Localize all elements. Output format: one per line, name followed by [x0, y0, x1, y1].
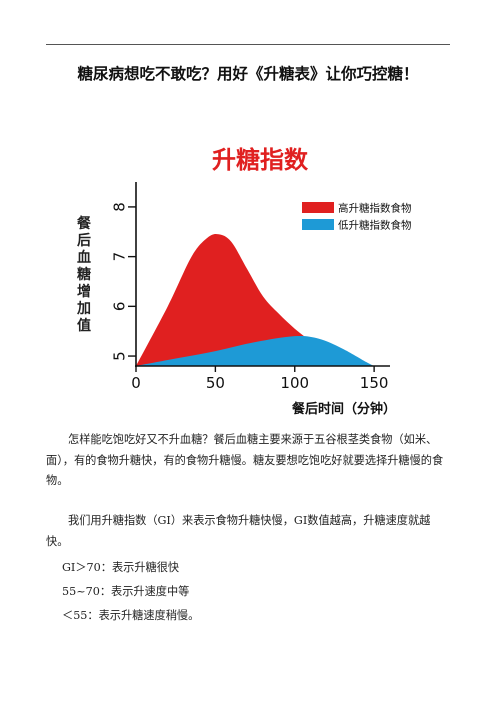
legend-swatch	[302, 202, 334, 213]
y-axis-label-char: 增	[77, 283, 91, 300]
document-title: 糖尿病想吃不敢吃？用好《升糖表》让你巧控糖！	[77, 65, 419, 83]
series-high-gi-area	[136, 233, 335, 366]
legend-label: 高升糖指数食物	[338, 202, 412, 215]
glycemic-index-chart: 升糖指数 餐后血糖增加值 高升糖指数食物 低升糖指数食物 5 6 7 8 0 50 100 15…	[70, 130, 440, 430]
x-tick-label: 150	[360, 374, 389, 392]
chart-title: 升糖指数	[212, 146, 309, 174]
y-axis-label-char: 后	[77, 232, 91, 249]
gi-medium-line: 55~70：表示升速度中等	[62, 585, 190, 598]
axes-layer: 5 6 7 8 0 50 100 150	[111, 182, 390, 392]
y-axis-label-char: 糖	[77, 266, 91, 283]
y-tick-label: 8	[111, 202, 129, 212]
y-axis-label-char: 值	[77, 317, 91, 334]
series-layer	[136, 233, 375, 366]
gi-low-line: ＜55：表示升糖速度稍慢。	[62, 609, 200, 622]
y-axis-label-char: 加	[76, 301, 91, 317]
top-rule	[46, 44, 450, 45]
paragraph-gi-definition: 我们用升糖指数（GI）来表示食物升糖快慢，GI数值越高，升糖速度就越快。	[46, 514, 431, 548]
y-axis-label-char: 血	[77, 249, 91, 266]
y-tick-label: 5	[111, 351, 129, 361]
paragraph-intro: 怎样能吃饱吃好又不升血糖？餐后血糖主要来源于五谷根茎类食物（如米、面），有的食物…	[46, 433, 444, 487]
gi-high-line: GI＞70：表示升糖很快	[62, 561, 180, 574]
x-tick-label: 100	[280, 374, 309, 392]
y-tick-label: 7	[111, 252, 129, 262]
legend-swatch	[302, 219, 334, 230]
y-axis-label-char: 餐	[76, 215, 92, 232]
x-tick-label: 50	[206, 374, 225, 392]
y-tick-label: 6	[111, 302, 129, 312]
x-axis-label: 餐后时间（分钟）	[291, 401, 396, 417]
x-tick-label: 0	[131, 374, 141, 392]
legend-label: 低升糖指数食物	[338, 219, 412, 232]
series-low-gi-area	[136, 336, 375, 366]
